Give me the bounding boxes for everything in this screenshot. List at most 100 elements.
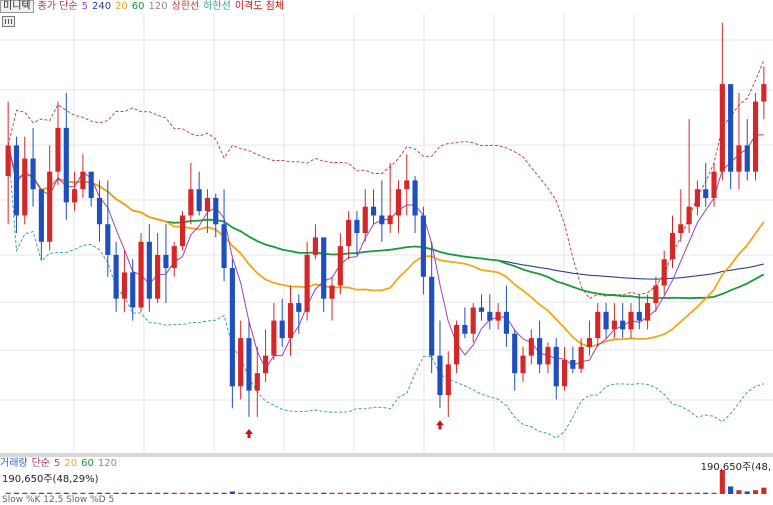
candle — [246, 320, 252, 417]
legend-lower-band: 하한선 — [203, 1, 231, 12]
candle — [196, 171, 202, 216]
candle-body — [80, 171, 86, 190]
volume-bar — [279, 492, 285, 494]
candle — [379, 180, 385, 242]
candle — [545, 342, 551, 374]
candle — [80, 154, 86, 198]
stock-name[interactable]: 미니텍 — [0, 0, 34, 13]
grid-lines — [0, 14, 773, 452]
candle — [105, 180, 111, 277]
candle-body — [30, 158, 36, 190]
volume-bar — [130, 492, 136, 494]
candle — [487, 294, 493, 330]
chart-legend: 미니텍 종가 단순 5 240 20 60 120 상한선 하한선 이격도 침체 — [0, 0, 773, 14]
candle — [346, 211, 352, 260]
candle — [312, 224, 318, 260]
candle — [512, 329, 518, 391]
volume-bar — [437, 492, 443, 494]
candle-body — [337, 246, 343, 286]
candle — [387, 162, 393, 233]
candle-body — [229, 268, 235, 387]
candle-body — [213, 197, 219, 225]
candle-body — [603, 311, 609, 330]
candle-body — [121, 272, 127, 299]
candle-body — [287, 303, 294, 339]
volume-bar — [545, 492, 551, 494]
volume-bar — [561, 492, 568, 494]
candle — [495, 303, 501, 330]
candle — [470, 303, 476, 343]
candle-body — [105, 224, 111, 255]
candle-body — [188, 189, 194, 216]
candle-body — [761, 84, 767, 102]
candle-body — [528, 338, 534, 356]
volume-bar — [661, 492, 667, 494]
candle — [5, 101, 11, 225]
volume-bar — [362, 492, 368, 494]
candle — [63, 92, 69, 220]
candle-body — [628, 311, 634, 330]
volume-bar — [229, 491, 235, 494]
candle — [694, 180, 700, 216]
candle — [586, 320, 593, 356]
volume-bar — [246, 492, 252, 494]
candle-body — [370, 206, 377, 216]
candle — [595, 303, 601, 347]
ma240-line — [7, 145, 764, 280]
toolbox-icon[interactable] — [2, 16, 15, 27]
candle-body — [545, 346, 551, 365]
volume-bar — [263, 492, 269, 494]
volume-bar — [694, 492, 700, 494]
candle-body — [420, 215, 426, 277]
volume-bar — [5, 492, 11, 494]
volume-bar — [88, 492, 94, 494]
ma20-line — [7, 145, 765, 348]
candle — [121, 250, 127, 312]
volume-bar — [221, 492, 227, 494]
candle-body — [503, 311, 509, 334]
candle — [329, 276, 335, 321]
volume-bar — [429, 492, 435, 494]
candle — [719, 22, 725, 181]
candle-body — [678, 224, 684, 233]
volume-bar — [321, 492, 327, 494]
candle-body — [736, 145, 742, 172]
candle — [437, 320, 443, 409]
candle-body — [171, 246, 177, 269]
candle — [221, 189, 227, 282]
legend-upper-band: 상한선 — [171, 1, 200, 12]
candle-body — [661, 259, 667, 286]
candle — [603, 303, 609, 339]
candle — [263, 329, 269, 382]
candle — [22, 136, 28, 225]
volume-bar — [72, 492, 78, 494]
candle-body — [586, 338, 593, 347]
volume-bar — [155, 492, 161, 494]
candle — [528, 329, 534, 365]
candle — [55, 101, 61, 185]
volume-label: 거래량 — [0, 458, 28, 469]
candle-body — [728, 84, 734, 172]
volume-bar — [337, 492, 343, 494]
candle — [362, 189, 368, 242]
candle-body — [329, 285, 335, 299]
volume-bar — [503, 492, 509, 494]
volume-bar — [653, 492, 659, 494]
volume-bar — [55, 492, 61, 494]
candle — [254, 346, 260, 417]
volume-bar — [586, 492, 593, 494]
candle-body — [454, 324, 460, 365]
candle-body — [5, 145, 11, 177]
volume-bar — [163, 492, 169, 494]
candle — [520, 346, 526, 382]
candle — [13, 136, 20, 233]
volume-bar — [736, 490, 742, 494]
candle-body — [254, 373, 260, 391]
candle — [96, 180, 103, 242]
candle — [163, 224, 169, 304]
candle — [669, 215, 676, 269]
candle-body — [130, 272, 136, 308]
volume-bar — [578, 492, 584, 494]
volume-value-right: 190,650주(48, — [700, 462, 771, 473]
